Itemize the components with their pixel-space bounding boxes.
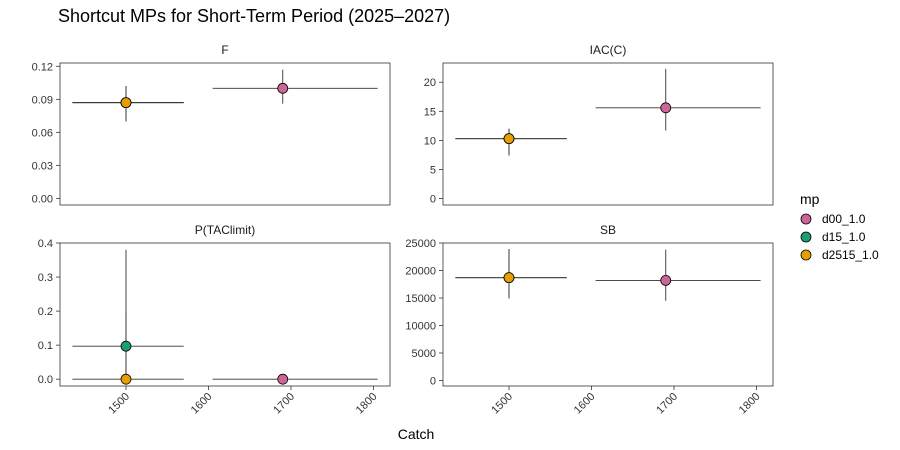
legend-label: d2515_1.0 <box>822 248 879 262</box>
panel-label-sb: SB <box>600 223 616 237</box>
point-d15-1-0 <box>120 340 132 352</box>
point-d2515-1-0 <box>503 272 515 284</box>
y-tick-label: 5000 <box>412 348 436 360</box>
y-tick-label: 0.09 <box>32 94 53 106</box>
y-tick-label: 0.00 <box>32 193 53 205</box>
panel-label-p-taclimit: P(TAClimit) <box>195 223 255 237</box>
point-d2515-1-0 <box>503 133 515 145</box>
chart-title: Shortcut MPs for Short-Term Period (2025… <box>58 6 450 26</box>
point-d2515-1-0 <box>120 373 132 385</box>
y-tick-label: 5 <box>430 165 436 177</box>
legend-label: d00_1.0 <box>822 212 866 226</box>
panel-f: F 0.00 0.03 0.06 0.09 0.12 <box>32 43 391 206</box>
panel-p-taclimit: P(TAClimit) 0.0 0.1 0.2 0.3 0.4 1500 1600 1700 18… <box>38 223 391 417</box>
point-d2515-1-0 <box>120 97 132 109</box>
y-tick-label: 15 <box>424 106 436 118</box>
legend-key <box>800 231 812 243</box>
legend-entry-d2515-1-0: d2515_1.0 <box>800 248 879 262</box>
panel-sb: SB 0 5000 10000 15000 20000 25000 1500 1600 1700 1… <box>405 223 774 417</box>
y-tick-label: 0.0 <box>38 374 53 386</box>
y-tick-label: 10 <box>424 135 436 147</box>
x-tick-label: 1500 <box>106 391 132 417</box>
panel-frame <box>59 62 391 206</box>
panel-frame <box>442 242 774 387</box>
y-tick-label: 0.03 <box>32 160 53 172</box>
legend-key <box>800 213 812 225</box>
x-tick-label: 1800 <box>737 391 763 417</box>
panel-frame <box>59 242 391 387</box>
x-tick-label: 1600 <box>572 391 598 417</box>
point-d00-1-0 <box>277 373 289 385</box>
x-tick-label: 1700 <box>271 391 297 417</box>
y-tick-label: 0 <box>430 194 436 206</box>
panel-label-f: F <box>221 43 228 57</box>
point-d00-1-0 <box>660 102 672 114</box>
y-tick-label: 20000 <box>405 266 436 278</box>
y-tick-label: 0 <box>430 376 436 388</box>
x-axis-title: Catch <box>398 426 435 442</box>
y-tick-label: 0.3 <box>38 272 53 284</box>
legend-label: d15_1.0 <box>822 230 866 244</box>
y-tick-label: 0.4 <box>38 238 53 250</box>
point-d00-1-0 <box>660 274 672 286</box>
y-tick-label: 0.2 <box>38 306 53 318</box>
y-tick-label: 0.06 <box>32 127 53 139</box>
panel-label-iac-c: IAC(C) <box>590 43 627 57</box>
y-tick-label: 10000 <box>405 321 436 333</box>
y-tick-label: 15000 <box>405 293 436 305</box>
panel-frame <box>442 62 774 206</box>
legend-key <box>800 249 812 261</box>
facet-panels: F0.000.030.060.090.12IAC(C)05101520P(TAC… <box>32 43 774 417</box>
x-tick-label: 1800 <box>354 391 380 417</box>
legend-title: mp <box>800 191 820 207</box>
x-tick-label: 1700 <box>654 391 680 417</box>
legend: mp d00_1.0 d15_1.0 d2515_1.0 <box>800 191 879 262</box>
point-d00-1-0 <box>277 82 289 94</box>
y-tick-label: 0.12 <box>32 61 53 73</box>
x-tick-label: 1500 <box>489 391 515 417</box>
panel-iac-c: IAC(C) 0 5 10 15 20 <box>424 43 774 206</box>
x-tick-label: 1600 <box>189 391 215 417</box>
legend-entry-d00-1-0: d00_1.0 <box>800 212 866 226</box>
y-tick-label: 25000 <box>405 238 436 250</box>
y-tick-label: 0.1 <box>38 340 53 352</box>
y-tick-label: 20 <box>424 77 436 89</box>
legend-entry-d15-1-0: d15_1.0 <box>800 230 866 244</box>
